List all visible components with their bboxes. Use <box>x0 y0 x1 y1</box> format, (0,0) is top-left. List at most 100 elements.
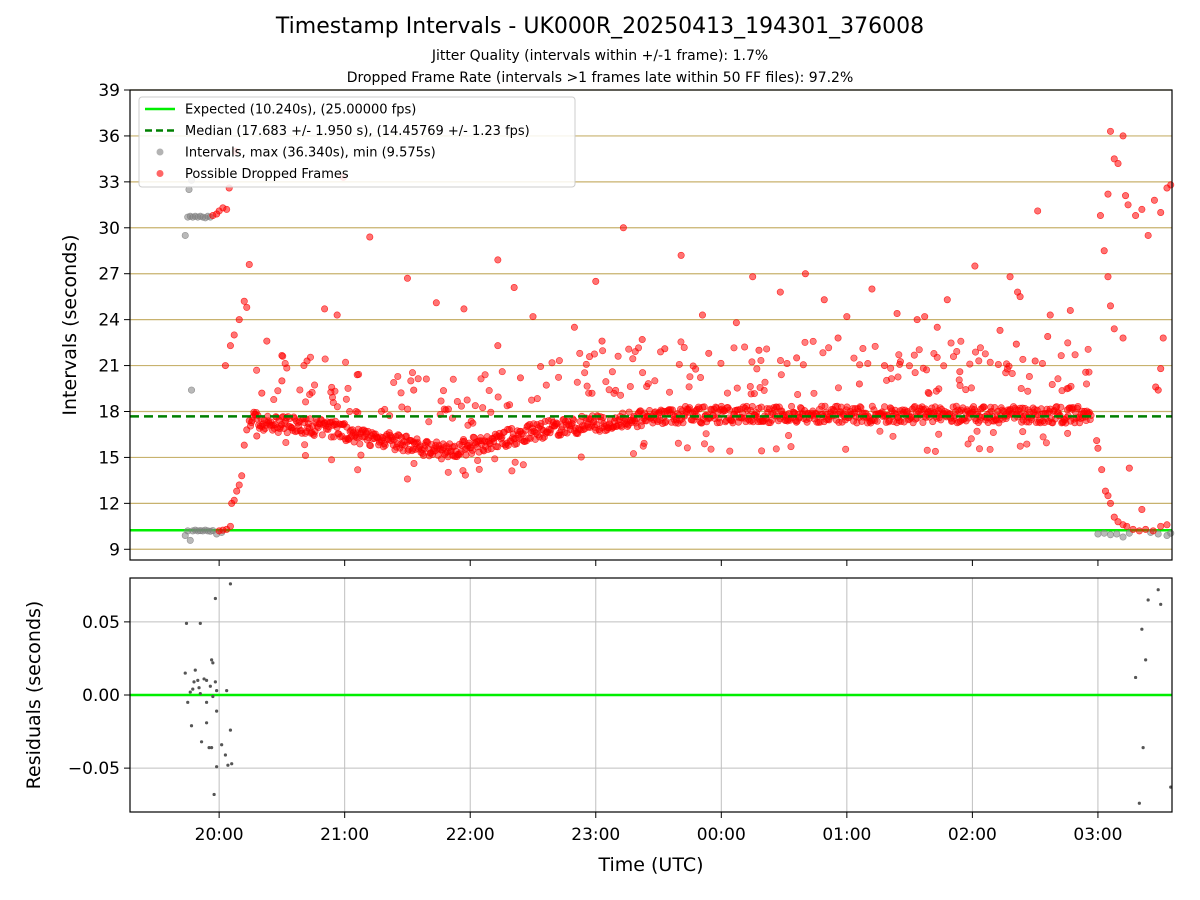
dropped-frame-point <box>640 439 648 447</box>
dropped-frame-point <box>253 366 261 374</box>
dropped-frame-point <box>1100 247 1108 255</box>
dropped-frame-point <box>677 338 685 346</box>
dropped-frame-point <box>1024 387 1032 395</box>
dropped-frame-point <box>1142 525 1150 533</box>
dropped-frame-point <box>494 393 502 401</box>
dropped-frame-point <box>956 368 964 376</box>
residual-point <box>226 763 230 767</box>
dropped-frame-point <box>475 465 483 473</box>
dropped-frame-point <box>1138 205 1146 213</box>
x-tick-label: 20:00 <box>195 825 244 845</box>
dropped-frame-point <box>394 372 402 380</box>
dropped-frame-point <box>221 362 229 370</box>
dropped-frame-point <box>896 358 904 366</box>
y-tick-label: −0.05 <box>68 759 120 779</box>
dropped-frame-point <box>230 331 238 339</box>
interval-point <box>186 536 194 544</box>
jitter-quality-subtitle: Jitter Quality (intervals within +/-1 fr… <box>431 48 769 64</box>
dropped-frame-point <box>235 481 243 489</box>
dropped-frame-point <box>342 395 350 403</box>
dropped-frame-point <box>270 396 278 404</box>
dropped-frame-point <box>301 452 309 460</box>
dropped-frame-point <box>333 311 341 319</box>
dropped-frame-point <box>494 443 502 451</box>
dropped-frame-point <box>702 430 710 438</box>
residual-point <box>208 684 212 688</box>
dropped-frame-point <box>577 453 585 461</box>
dropped-frame-point <box>1144 231 1152 239</box>
dropped-frame-point <box>410 386 418 394</box>
y-tick-label: 12 <box>98 494 120 514</box>
dropped-frame-point <box>498 368 506 376</box>
residual-point <box>210 746 214 750</box>
dropped-frame-point <box>685 383 693 391</box>
dropped-frame-point <box>344 384 352 392</box>
dropped-frame-point <box>787 443 795 451</box>
dropped-frame-point <box>354 466 362 474</box>
dropped-frame-point <box>940 362 948 370</box>
residual-point <box>1141 746 1145 750</box>
dropped-frame-point <box>1042 439 1050 447</box>
dropped-frame-point <box>240 297 248 305</box>
dropped-frame-point <box>931 447 939 455</box>
dropped-frame-point <box>592 277 600 285</box>
dropped-frame-point <box>506 401 514 409</box>
dropped-frame-point <box>366 442 374 450</box>
residual-point <box>230 762 234 766</box>
y-tick-label: 30 <box>98 219 120 239</box>
dropped-frame-point <box>915 346 923 354</box>
dropped-frame-point <box>282 439 290 447</box>
dropped-frame-point <box>911 369 919 377</box>
dropped-frame-point <box>923 366 931 374</box>
dropped-frame-point <box>675 360 683 368</box>
legend-median-label: Median (17.683 +/- 1.950 s), (14.45769 +… <box>185 124 530 139</box>
residual-point <box>215 709 219 713</box>
dropped-frame-point <box>683 444 691 452</box>
residual-point <box>211 661 215 665</box>
dropped-frame-point <box>971 262 979 270</box>
dropped-frame-point <box>947 339 955 347</box>
dropped-frame-point <box>820 296 828 304</box>
dropped-frame-point <box>245 261 253 269</box>
dropped-frame-point <box>644 380 652 388</box>
dropped-frame-point <box>321 355 329 363</box>
dropped-frame-point <box>511 458 519 466</box>
dropped-frame-point <box>308 388 316 396</box>
residual-point <box>204 700 209 704</box>
dropped-frame-point <box>590 350 598 358</box>
dropped-frame-point <box>788 402 796 410</box>
legend-intervals-swatch <box>156 148 164 156</box>
residual-point <box>1133 675 1138 680</box>
dropped-frame-point <box>935 385 943 393</box>
dropped-frame-point <box>976 344 984 352</box>
dropped-frame-point <box>1125 464 1133 472</box>
dropped-frame-point <box>980 403 988 411</box>
dropped-frame-point <box>581 369 589 377</box>
dropped-frame-point <box>537 363 545 371</box>
residual-point <box>215 689 219 693</box>
dropped-frame-point <box>1138 505 1146 513</box>
dropped-frame-point <box>439 387 447 395</box>
dropped-frame-point <box>887 364 895 372</box>
residual-point <box>198 621 202 625</box>
dropped-frame-point <box>905 362 913 370</box>
dropped-frame-point <box>342 358 350 366</box>
dropped-frame-point <box>967 384 975 392</box>
dropped-frame-point <box>850 354 858 362</box>
dropped-frame-point <box>226 522 234 530</box>
dropped-frame-point <box>1157 522 1165 530</box>
dropped-frame-point <box>279 352 287 360</box>
dropped-frame-point <box>821 402 829 410</box>
dropped-frame-point <box>481 371 489 379</box>
dropped-frame-point <box>283 364 291 372</box>
x-tick-label: 02:00 <box>948 825 997 845</box>
dropped-frame-point <box>873 417 881 425</box>
dropped-frame-point <box>819 349 827 357</box>
dropped-frame-point <box>329 399 337 407</box>
dropped-frame-point <box>626 383 634 391</box>
dropped-frame-point <box>864 360 872 368</box>
dropped-frame-point <box>366 233 374 241</box>
dropped-frame-point <box>1093 437 1101 445</box>
residual-point <box>184 621 189 625</box>
dropped-frame-point <box>692 365 700 373</box>
